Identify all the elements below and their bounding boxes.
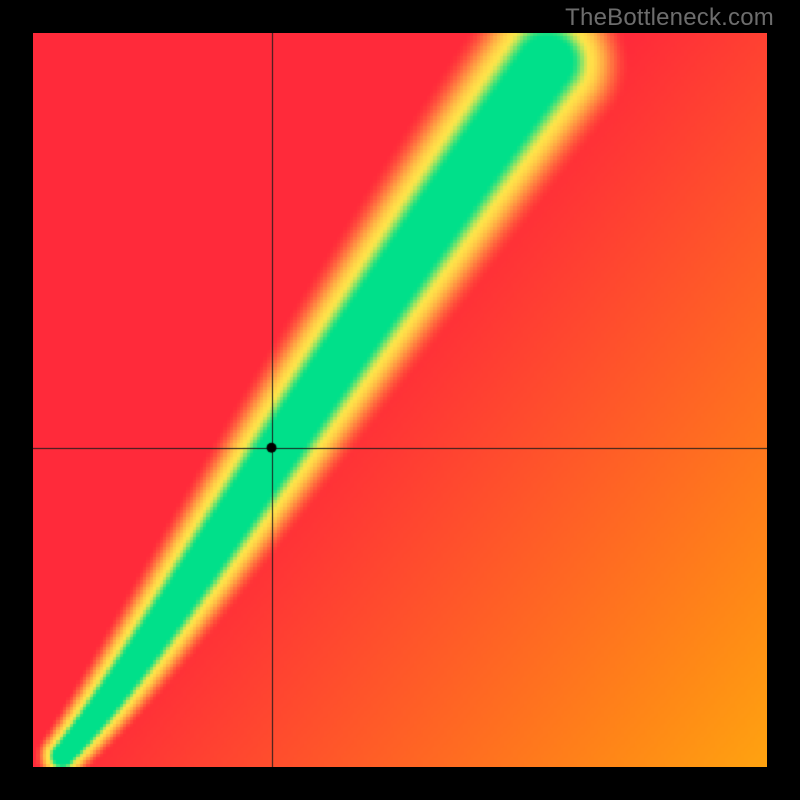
chart-stage: TheBottleneck.com xyxy=(0,0,800,800)
heatmap-canvas xyxy=(33,33,767,767)
watermark-text: TheBottleneck.com xyxy=(565,4,774,32)
